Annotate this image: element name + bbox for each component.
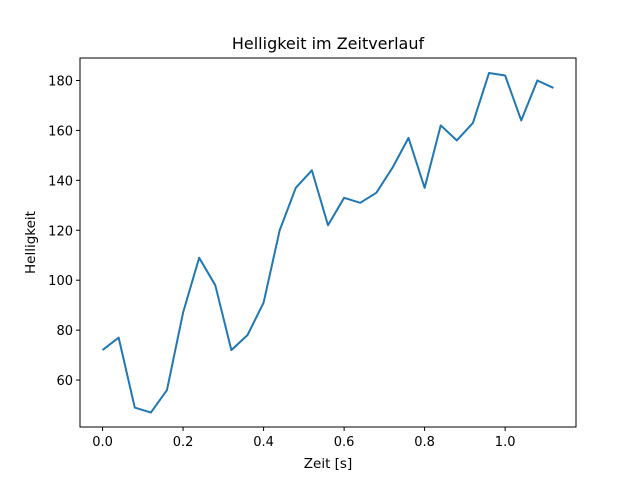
- x-tick-label: 0.0: [92, 435, 113, 450]
- series-line: [101, 71, 554, 414]
- y-tick-label: 140: [48, 174, 73, 189]
- y-tick-label: 100: [48, 274, 73, 289]
- y-axis: 60 80 100 120 140 160 180: [48, 74, 80, 389]
- y-tick-label: 120: [48, 224, 73, 239]
- chart-title: Helligkeit im Zeitverlauf: [232, 34, 425, 53]
- y-tick-label: 60: [56, 374, 73, 389]
- x-tick-label: 1.0: [495, 435, 516, 450]
- y-tick-label: 80: [56, 324, 73, 339]
- plot-area: [79, 57, 577, 428]
- y-tick-label: 160: [48, 124, 73, 139]
- x-axis: 0.0 0.2 0.4 0.6 0.8 1.0: [92, 427, 515, 450]
- x-tick-label: 0.6: [334, 435, 355, 450]
- y-tick-label: 180: [48, 74, 73, 89]
- y-axis-title: Helligkeit: [23, 211, 39, 274]
- x-tick-label: 0.4: [253, 435, 274, 450]
- x-tick-label: 0.2: [173, 435, 194, 450]
- x-axis-title: Zeit [s]: [304, 456, 352, 472]
- x-tick-label: 0.8: [414, 435, 435, 450]
- axes-frame: [79, 57, 577, 428]
